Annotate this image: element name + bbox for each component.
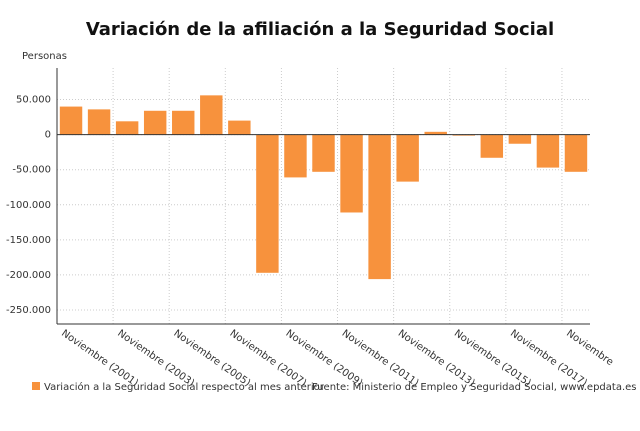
bar: [228, 120, 251, 135]
bar: [312, 134, 335, 172]
y-tick-label: -250.000: [6, 305, 51, 316]
y-tick-label: -100.000: [6, 200, 51, 211]
bar: [508, 134, 532, 144]
y-tick-label: 50.000: [16, 95, 51, 106]
y-axis-label: Personas: [22, 51, 67, 62]
y-tick-label: 0: [45, 130, 51, 141]
bar: [59, 106, 83, 135]
y-tick-label: -50.000: [12, 165, 51, 176]
legend-label: Variación a la Seguridad Social respecto…: [44, 381, 325, 393]
x-tick-label: Noviembre: [564, 328, 615, 368]
bar: [284, 134, 307, 178]
bar: [424, 131, 447, 135]
bar: [396, 134, 419, 182]
bar: [200, 95, 223, 135]
legend-swatch: [32, 382, 40, 390]
bar: [143, 110, 167, 135]
bar: [368, 134, 391, 280]
bar: [564, 134, 588, 172]
bar: [256, 134, 279, 273]
bar: [172, 110, 195, 135]
chart-title: Variación de la afiliación a la Segurida…: [86, 19, 554, 40]
source: Fuente: Ministerio de Empleo y Seguridad…: [312, 382, 637, 393]
bar: [536, 134, 560, 168]
y-tick-label: -200.000: [6, 270, 51, 281]
bar: [480, 134, 504, 158]
bar: [340, 134, 363, 213]
y-tick-label: -150.000: [6, 235, 51, 246]
bar: [115, 121, 139, 135]
bar: [87, 109, 111, 135]
